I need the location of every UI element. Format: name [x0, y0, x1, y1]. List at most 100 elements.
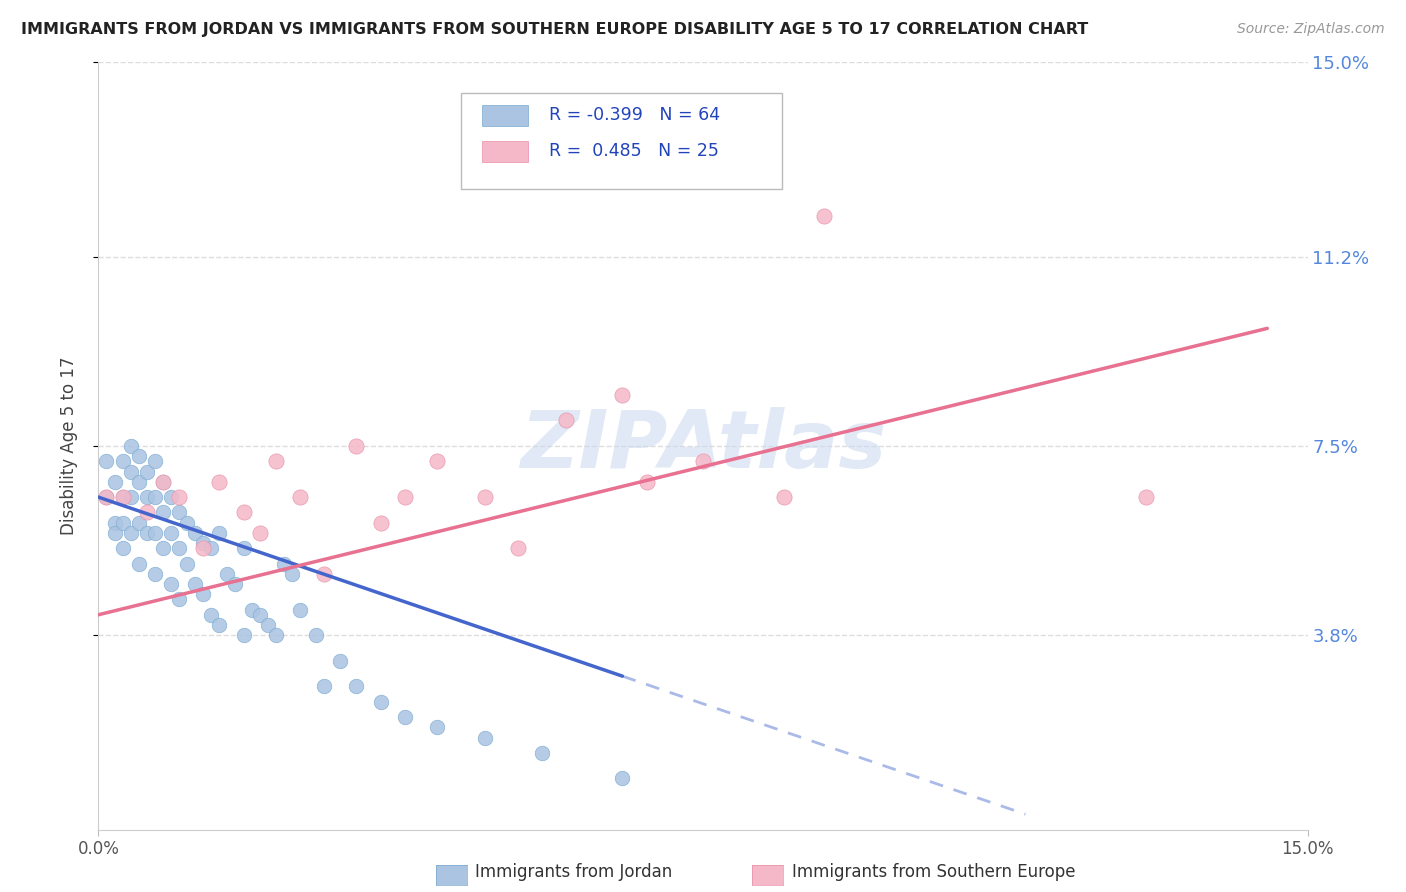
Point [530, 746, 553, 760]
Point [200, 541, 222, 556]
Point [264, 454, 287, 468]
Point [152, 475, 174, 489]
FancyBboxPatch shape [482, 141, 527, 162]
Text: IMMIGRANTS FROM JORDAN VS IMMIGRANTS FROM SOUTHERN EUROPE DISABILITY AGE 5 TO 17: IMMIGRANTS FROM JORDAN VS IMMIGRANTS FRO… [21, 22, 1088, 37]
Point [288, 602, 311, 616]
Point [200, 607, 222, 622]
Point [224, 577, 246, 591]
Point [612, 772, 634, 786]
Point [160, 490, 183, 504]
Point [288, 490, 311, 504]
Point [208, 525, 231, 540]
Point [426, 454, 449, 468]
Point [217, 566, 239, 581]
Point [240, 602, 263, 616]
Point [232, 628, 254, 642]
Point [160, 525, 183, 540]
Point [152, 541, 174, 556]
Point [370, 695, 392, 709]
Point [135, 490, 157, 504]
Point [120, 490, 142, 504]
Point [314, 679, 336, 693]
Point [426, 720, 449, 734]
Point [344, 439, 367, 453]
Point [394, 490, 416, 504]
Point [555, 413, 578, 427]
Text: ZIPAtlas: ZIPAtlas [520, 407, 886, 485]
Point [394, 710, 416, 724]
Point [128, 516, 150, 530]
Text: Immigrants from Jordan: Immigrants from Jordan [475, 863, 672, 881]
Point [167, 592, 190, 607]
Point [167, 490, 190, 504]
Point [692, 454, 714, 468]
Point [143, 490, 166, 504]
Point [772, 490, 794, 504]
Point [135, 465, 157, 479]
Point [256, 618, 278, 632]
Point [143, 454, 166, 468]
Point [232, 506, 254, 520]
Point [103, 475, 125, 489]
Point [96, 490, 118, 504]
Point [612, 388, 634, 402]
Point [249, 607, 271, 622]
Point [184, 577, 207, 591]
Point [160, 577, 183, 591]
Point [176, 516, 198, 530]
Point [370, 516, 392, 530]
Point [208, 618, 231, 632]
FancyBboxPatch shape [461, 93, 782, 189]
Point [474, 490, 496, 504]
Point [128, 449, 150, 463]
Point [143, 525, 166, 540]
Point [208, 475, 231, 489]
Point [152, 506, 174, 520]
Point [120, 525, 142, 540]
Point [281, 566, 304, 581]
Text: R =  0.485   N = 25: R = 0.485 N = 25 [550, 143, 720, 161]
Point [193, 541, 215, 556]
Point [143, 566, 166, 581]
Point [329, 654, 352, 668]
Point [176, 557, 198, 571]
Point [1135, 490, 1157, 504]
Point [128, 475, 150, 489]
Point [135, 506, 157, 520]
Point [111, 541, 134, 556]
Point [264, 628, 287, 642]
Point [103, 516, 125, 530]
Point [103, 525, 125, 540]
Text: Immigrants from Southern Europe: Immigrants from Southern Europe [792, 863, 1076, 881]
Y-axis label: Disability Age 5 to 17: Disability Age 5 to 17 [59, 357, 77, 535]
Point [120, 439, 142, 453]
Point [111, 490, 134, 504]
Point [128, 557, 150, 571]
Point [152, 475, 174, 489]
Point [193, 536, 215, 550]
Point [96, 454, 118, 468]
Point [813, 209, 835, 223]
Point [232, 541, 254, 556]
FancyBboxPatch shape [482, 104, 527, 126]
Point [344, 679, 367, 693]
Text: R = -0.399   N = 64: R = -0.399 N = 64 [550, 106, 720, 124]
Point [506, 541, 529, 556]
Point [135, 525, 157, 540]
Point [314, 566, 336, 581]
Point [184, 525, 207, 540]
Point [193, 587, 215, 601]
Point [120, 465, 142, 479]
Text: Source: ZipAtlas.com: Source: ZipAtlas.com [1237, 22, 1385, 37]
Point [167, 506, 190, 520]
Point [305, 628, 328, 642]
Point [96, 490, 118, 504]
Point [111, 516, 134, 530]
Point [636, 475, 658, 489]
Point [111, 490, 134, 504]
Point [474, 731, 496, 745]
Point [273, 557, 295, 571]
Point [167, 541, 190, 556]
Point [111, 454, 134, 468]
Point [249, 525, 271, 540]
